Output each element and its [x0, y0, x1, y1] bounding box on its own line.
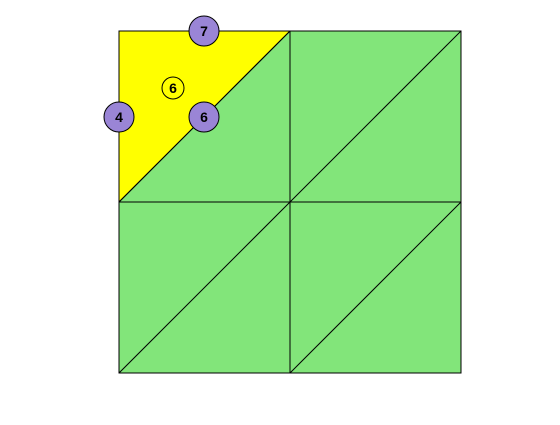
- face-label-text: 6: [169, 80, 177, 96]
- vertex-label-diagonal-marker: [188, 101, 220, 133]
- vertex-label-left: 4: [103, 101, 135, 133]
- diagonal-bottom-right: [289, 201, 462, 374]
- vertex-label-diagonal: 6: [188, 101, 220, 133]
- vertex-label-top-text: 7: [200, 23, 208, 39]
- face-label-marker: [161, 76, 185, 100]
- diagonal-top-right: [289, 30, 462, 203]
- vertex-label-diagonal-text: 6: [200, 109, 208, 125]
- vertex-labels: 7 4 6: [103, 15, 220, 133]
- vertex-label-left-marker: [103, 101, 135, 133]
- vertex-label-top: 7: [188, 15, 220, 47]
- face-label: 6: [161, 76, 185, 100]
- diagonal-bottom-left: [118, 201, 291, 374]
- vertex-label-top-marker: [188, 15, 220, 47]
- vertex-label-left-text: 4: [115, 109, 123, 125]
